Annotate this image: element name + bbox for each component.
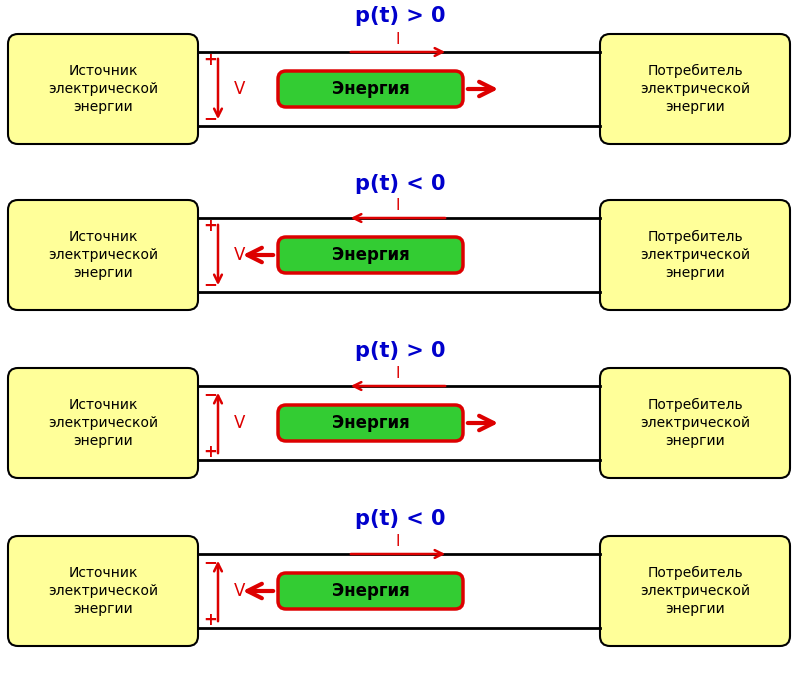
Text: V: V xyxy=(234,414,246,432)
Text: I: I xyxy=(396,366,400,381)
FancyBboxPatch shape xyxy=(8,368,198,478)
Text: +: + xyxy=(203,611,217,629)
Text: −: − xyxy=(203,385,217,403)
Text: p(t) > 0: p(t) > 0 xyxy=(354,6,446,26)
Text: +: + xyxy=(203,217,217,235)
FancyBboxPatch shape xyxy=(8,536,198,646)
FancyBboxPatch shape xyxy=(600,368,790,478)
Text: −: − xyxy=(203,275,217,293)
FancyBboxPatch shape xyxy=(8,34,198,144)
Text: Источник
электрической
энергии: Источник электрической энергии xyxy=(48,63,158,115)
Text: −: − xyxy=(203,109,217,127)
Text: −: − xyxy=(203,553,217,571)
Text: I: I xyxy=(396,33,400,48)
FancyBboxPatch shape xyxy=(600,200,790,310)
Text: p(t) > 0: p(t) > 0 xyxy=(354,341,446,361)
Text: +: + xyxy=(203,51,217,69)
Text: Энергия: Энергия xyxy=(332,80,410,98)
FancyBboxPatch shape xyxy=(600,34,790,144)
Text: Потребитель
электрической
энергии: Потребитель электрической энергии xyxy=(640,63,750,115)
FancyBboxPatch shape xyxy=(8,200,198,310)
Text: V: V xyxy=(234,582,246,600)
Text: p(t) < 0: p(t) < 0 xyxy=(354,509,446,529)
Text: Энергия: Энергия xyxy=(332,582,410,600)
Text: Потребитель
электрической
энергии: Потребитель электрической энергии xyxy=(640,398,750,449)
Text: p(t) < 0: p(t) < 0 xyxy=(354,174,446,194)
Text: Источник
электрической
энергии: Источник электрической энергии xyxy=(48,398,158,448)
FancyBboxPatch shape xyxy=(278,237,463,273)
Text: Потребитель
электрической
энергии: Потребитель электрической энергии xyxy=(640,565,750,617)
Text: Энергия: Энергия xyxy=(332,246,410,264)
FancyBboxPatch shape xyxy=(278,71,463,107)
Text: I: I xyxy=(396,535,400,550)
FancyBboxPatch shape xyxy=(278,573,463,609)
Text: I: I xyxy=(396,198,400,213)
Text: V: V xyxy=(234,80,246,98)
Text: Источник
электрической
энергии: Источник электрической энергии xyxy=(48,230,158,280)
FancyBboxPatch shape xyxy=(278,405,463,441)
Text: Источник
электрической
энергии: Источник электрической энергии xyxy=(48,565,158,617)
Text: Потребитель
электрической
энергии: Потребитель электрической энергии xyxy=(640,230,750,280)
Text: Энергия: Энергия xyxy=(332,414,410,432)
Text: V: V xyxy=(234,246,246,264)
FancyBboxPatch shape xyxy=(600,536,790,646)
Text: +: + xyxy=(203,443,217,461)
